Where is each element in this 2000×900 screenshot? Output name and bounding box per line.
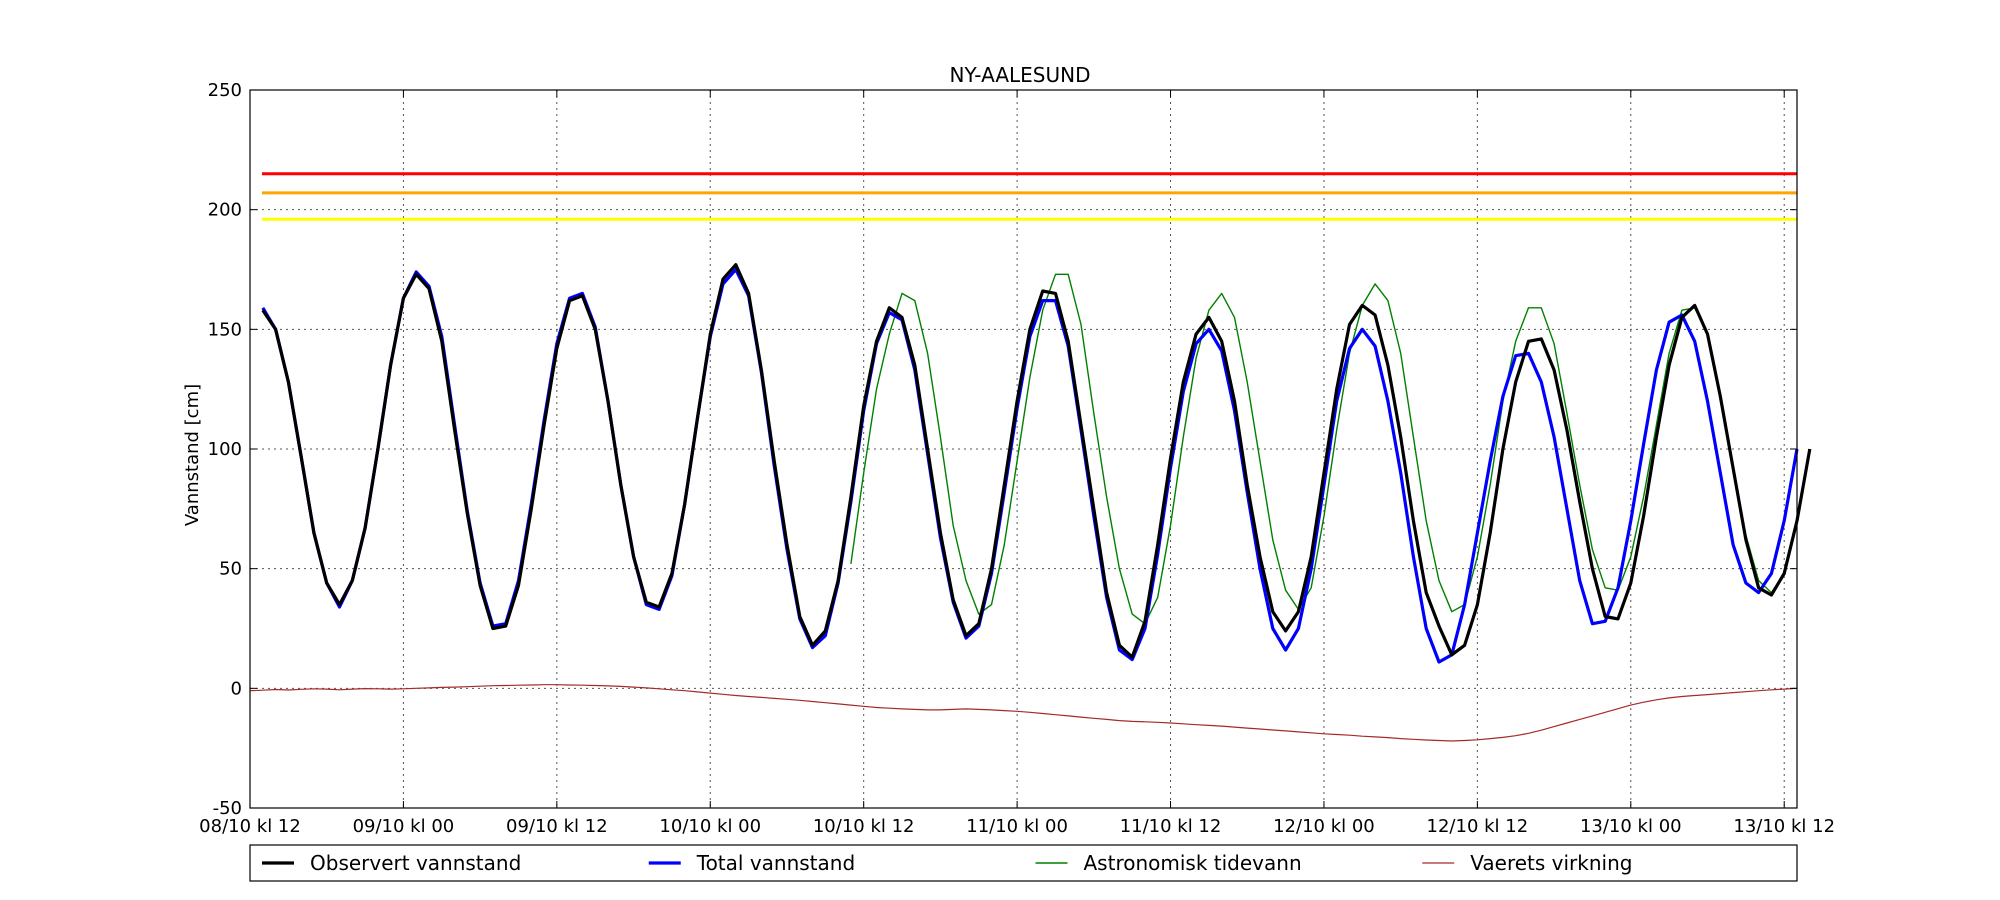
grid-lines [250, 90, 1797, 808]
legend-label: Astronomisk tidevann [1084, 851, 1302, 875]
x-tick-label: 10/10 kl 00 [659, 816, 761, 837]
x-tick-label: 11/10 kl 12 [1120, 816, 1222, 837]
y-tick-label: -50 [213, 798, 242, 819]
axis-ticks: -50 0 50 100 150 200 250 08/10 kl 12 09/10 kl 00… [199, 80, 1835, 837]
x-tick-label: 11/10 kl 00 [966, 816, 1068, 837]
series-line-observert-vannstand [261, 263, 1812, 659]
y-tick-label: 150 [208, 319, 242, 340]
y-tick-label: 200 [208, 200, 242, 221]
x-tick-label: 13/10 kl 00 [1580, 816, 1682, 837]
x-tick-label: 13/10 kl 12 [1733, 816, 1835, 837]
x-tick-label: 10/10 kl 12 [813, 816, 915, 837]
y-tick-label: 50 [219, 559, 242, 580]
chart-legend: Observert vannstand Total vannstand Astron… [249, 844, 1798, 882]
y-tick-label: 250 [208, 80, 242, 101]
series-line-vaerets-virkning [249, 684, 1798, 742]
y-axis-label: Vannstand [cm] [182, 384, 203, 526]
threshold-lines [262, 172, 1797, 221]
x-tick-label: 12/10 kl 00 [1273, 816, 1375, 837]
legend-label: Total vannstand [696, 851, 855, 875]
x-tick-label: 09/10 kl 00 [353, 816, 455, 837]
data-series [249, 263, 1812, 742]
legend-label: Observert vannstand [310, 851, 521, 875]
x-tick-label: 12/10 kl 12 [1427, 816, 1529, 837]
x-tick-label: 09/10 kl 12 [506, 816, 608, 837]
y-tick-label: 100 [208, 439, 242, 460]
x-tick-label: 08/10 kl 12 [199, 816, 301, 837]
legend-label: Vaerets virkning [1470, 851, 1632, 875]
legend-box [249, 844, 1798, 882]
y-tick-label: 0 [231, 678, 242, 699]
chart-title: NY-AALESUND [950, 63, 1091, 87]
series-line-astronomisk-tidevann [850, 273, 1798, 625]
